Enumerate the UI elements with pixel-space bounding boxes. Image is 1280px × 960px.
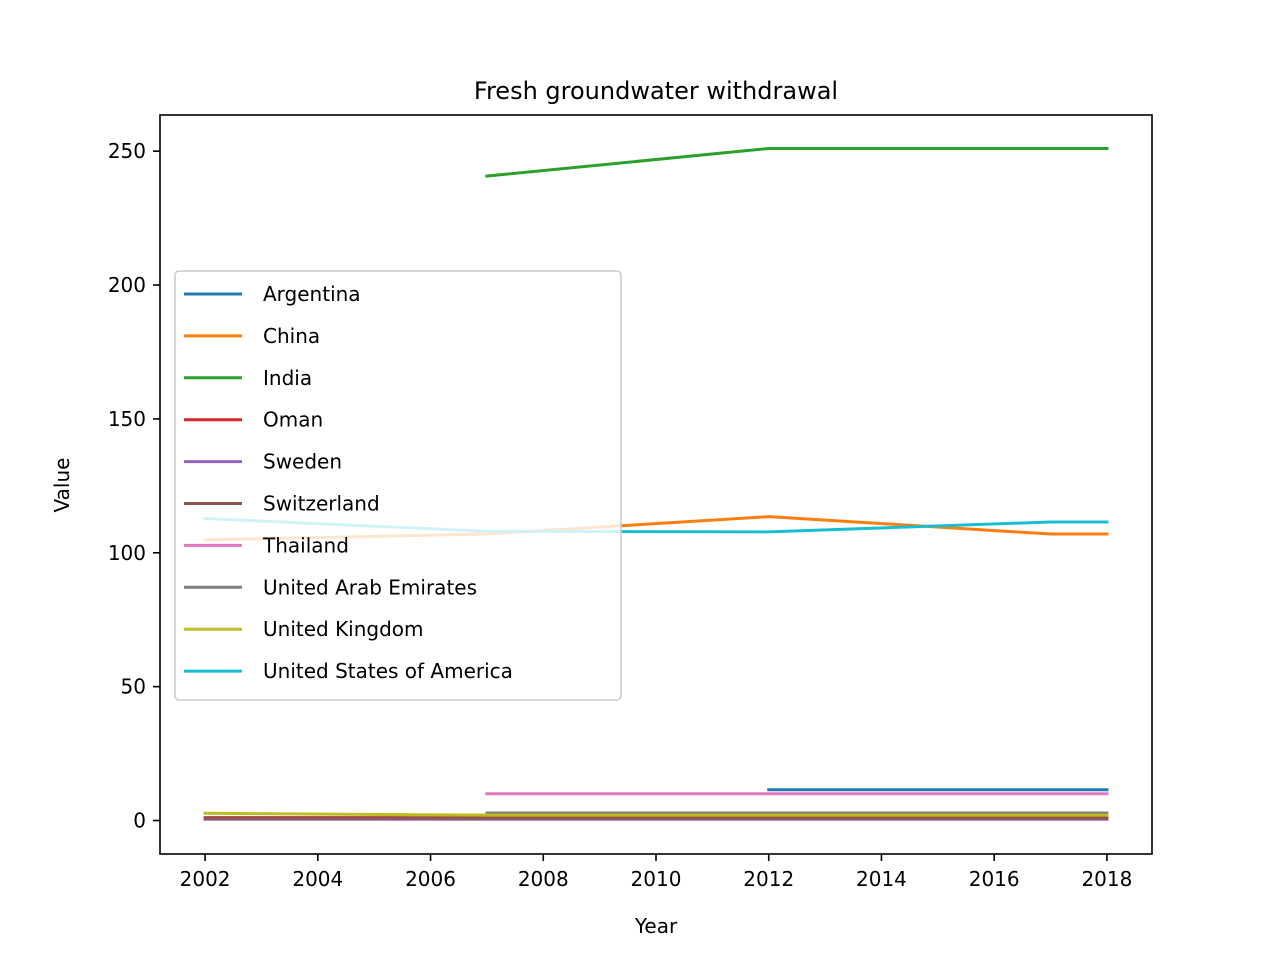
x-tick-label: 2010 xyxy=(631,867,682,891)
legend-label: United Kingdom xyxy=(263,617,424,641)
x-tick-label: 2018 xyxy=(1081,867,1132,891)
x-tick-label: 2006 xyxy=(405,867,456,891)
legend: Argentina China India Oman Sweden Switzerland… xyxy=(174,270,622,701)
series-line-united-kingdom xyxy=(203,811,1109,817)
legend-label: Thailand xyxy=(262,533,349,557)
legend-label: Oman xyxy=(263,408,323,432)
y-axis-label: Value xyxy=(50,458,74,513)
x-tick-label: 2012 xyxy=(743,867,794,891)
series-layer xyxy=(203,146,1109,821)
legend-label: Argentina xyxy=(263,282,361,306)
series-line-india xyxy=(485,146,1109,178)
y-tick-label: 250 xyxy=(108,139,146,163)
legend-label: China xyxy=(263,324,320,348)
y-tick-label: 50 xyxy=(121,675,146,699)
x-tick-label: 2016 xyxy=(969,867,1020,891)
y-tick-label: 100 xyxy=(108,541,146,565)
chart-title: Fresh groundwater withdrawal xyxy=(474,77,838,105)
legend-label: Sweden xyxy=(263,450,342,474)
legend-box xyxy=(174,270,622,701)
y-tick-label: 150 xyxy=(108,407,146,431)
axes-layer: 2002 2004 2006 2008 2010 2012 2014 2016 2018 0 50 1… xyxy=(108,114,1153,891)
legend-label: United Arab Emirates xyxy=(263,575,477,599)
legend-label: India xyxy=(263,366,312,390)
y-tick-label: 200 xyxy=(108,273,146,297)
x-tick-label: 2002 xyxy=(180,867,231,891)
legend-label: Switzerland xyxy=(263,492,380,516)
x-tick-label: 2008 xyxy=(518,867,569,891)
x-tick-label: 2004 xyxy=(292,867,343,891)
x-axis-label: Year xyxy=(634,914,678,938)
legend-label: United States of America xyxy=(263,659,513,683)
y-tick-label: 0 xyxy=(133,809,146,833)
x-tick-label: 2014 xyxy=(856,867,907,891)
